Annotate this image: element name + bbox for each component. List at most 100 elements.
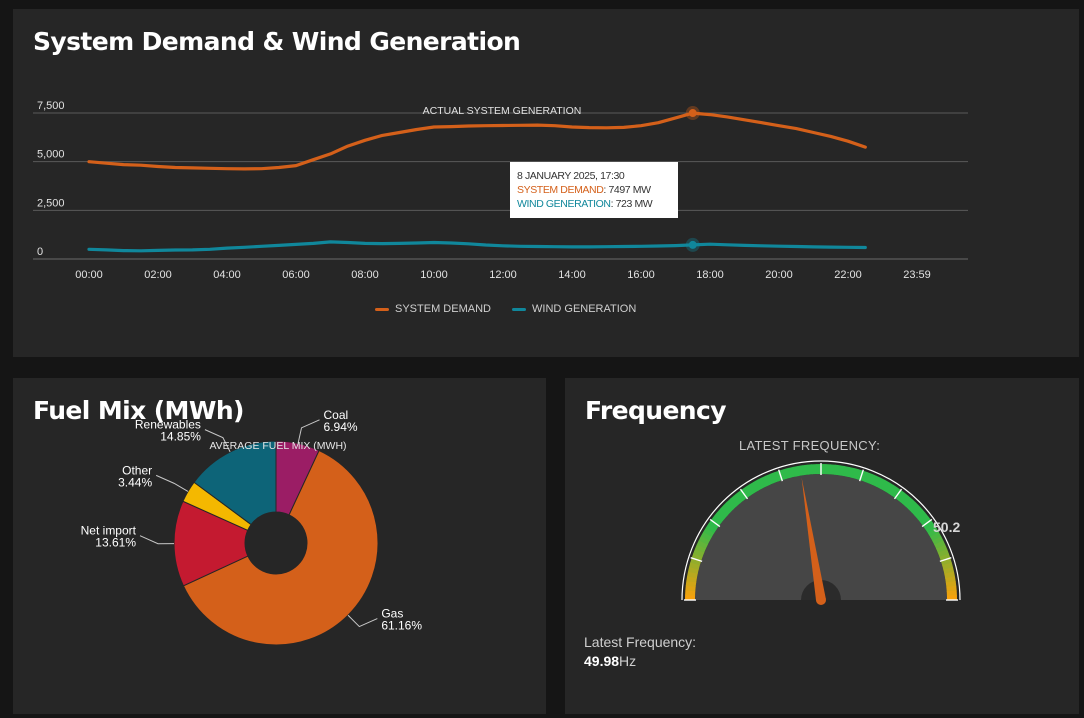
x-tick-label: 02:00 (144, 269, 172, 281)
gauge-tick (893, 488, 903, 500)
gauge-max-label: 50.2 (933, 519, 960, 535)
slice-leader-line (297, 419, 320, 444)
gauge-band-segment (694, 544, 707, 553)
y-tick-label: 7,500 (37, 100, 65, 112)
gauge-tick (777, 469, 784, 482)
gauge-band-segment (748, 481, 759, 494)
system-demand-line[interactable] (87, 111, 867, 171)
legend-item-system-demand[interactable]: SYSTEM DEMAND (375, 303, 491, 315)
gauge-band-segment (944, 571, 956, 579)
gauge-band-segment (847, 466, 855, 478)
gauge-band-segment (761, 475, 771, 487)
gauge-tick (739, 488, 749, 500)
x-tick-label: 20:00 (765, 269, 793, 281)
demand-wind-line-chart[interactable]: 0 2,500 5,000 7,500 00:00 02:00 04:00 06:00 08:… (0, 0, 1084, 330)
gauge-band-segment (741, 486, 751, 499)
tooltip-demand-value: 7497 MW (608, 184, 651, 196)
demand-hover-marker (688, 109, 697, 118)
gauge-outline (681, 460, 961, 601)
x-tick-label: 23:59 (903, 269, 931, 281)
hover-markers (685, 106, 700, 252)
gauge-band-segment (940, 557, 952, 566)
gauge-band-segment (936, 544, 948, 554)
gauge-tick (709, 518, 721, 528)
tooltip-demand-label: SYSTEM DEMAND (517, 184, 604, 196)
gauge-band-segment (687, 571, 698, 579)
x-tick-label: 16:00 (627, 269, 655, 281)
latest-frequency-readout: 49.98Hz (584, 653, 636, 669)
legend-wind-label: WIND GENERATION (532, 303, 637, 315)
tooltip-wind-label: WIND GENERATION (517, 198, 611, 210)
gauge-band-segment (868, 473, 877, 486)
slice-leader-line (204, 429, 231, 453)
gauge-band-segment (901, 495, 913, 507)
gauge-band-segment (693, 548, 705, 557)
gauge-band-segment (917, 512, 929, 523)
gauge-band-segment (932, 536, 944, 546)
gauge-band-segment (729, 495, 741, 507)
legend-demand-label: SYSTEM DEMAND (395, 303, 491, 315)
latest-frequency-value: 49.98 (584, 653, 620, 669)
gauge-band-segment (945, 576, 956, 583)
slice-percent-label: 3.44% (118, 475, 152, 489)
gauge-band-segment (733, 492, 744, 504)
gauge-needle (801, 477, 826, 601)
x-tick-label: 04:00 (213, 269, 241, 281)
gauge-band-segment (783, 467, 792, 479)
latest-frequency-unit: Hz (619, 653, 637, 669)
gauge-band-segment (778, 469, 787, 481)
gauge-band-segment (922, 520, 935, 530)
slice-renewables[interactable] (193, 440, 277, 526)
gauge-band-segment (895, 489, 906, 502)
chart-title: ACTUAL SYSTEM GENERATION (423, 105, 582, 117)
gauge-band-segment (770, 472, 779, 484)
gauge-band-segment (792, 465, 800, 477)
slice-label: Coal (324, 408, 349, 422)
gauge-band-segment (838, 465, 846, 477)
gauge-band-segment (687, 566, 699, 574)
gauge-tick (858, 469, 865, 482)
gauge-band-segment (859, 470, 869, 482)
gauge-band-segment (726, 498, 738, 510)
gauge-band-segment (914, 508, 926, 520)
chart-tooltip: 8 JANUARY 2025, 17:30 SYSTEM DEMAND: 749… (510, 162, 678, 218)
wind-generation-line[interactable] (87, 240, 867, 253)
latest-frequency-label: Latest Frequency: (584, 634, 697, 650)
x-tick-label: 18:00 (696, 269, 724, 281)
gauge-band-segment (685, 580, 697, 587)
legend-item-wind-generation[interactable]: WIND GENERATION (512, 303, 636, 315)
x-tick-label: 08:00 (351, 269, 379, 281)
gauge-tick (939, 556, 952, 563)
gauge-band-segment (945, 581, 957, 588)
gauge-band-segment (905, 498, 916, 510)
x-tick-label: 06:00 (282, 269, 310, 281)
donut-chart-title: AVERAGE FUEL MIX (MWH) (209, 440, 346, 452)
gauge-band-segment (880, 479, 890, 492)
gauge-band-segment (911, 505, 923, 517)
gauge-tick (921, 518, 933, 528)
fuel-mix-panel: Fuel Mix (MWh) (13, 378, 546, 714)
gauge-band-segment (691, 552, 703, 562)
gauge-needle-pivot (816, 595, 826, 605)
gauge-band-segment (851, 468, 860, 480)
gauge-band-segment (925, 523, 937, 534)
fuel-mix-title: Fuel Mix (MWh) (33, 396, 244, 425)
wind-swatch-icon (512, 307, 526, 311)
gauge-band-segment (719, 505, 731, 516)
gauge-band-segment (937, 549, 949, 558)
gauge-band-segment (930, 531, 942, 542)
gauge-band-segment (883, 482, 894, 494)
tooltip-wind-row: WIND GENERATION: 723 MW (517, 198, 653, 210)
tooltip-wind-value: 723 MW (615, 198, 653, 210)
gauge-band-segment (934, 540, 946, 550)
demand-panel-title: System Demand & Wind Generation (33, 27, 521, 56)
x-tick-label: 10:00 (420, 269, 448, 281)
gauge-band-segment (797, 465, 804, 476)
gauge-band-segment (864, 472, 873, 484)
gauge-band-segment (698, 535, 710, 545)
y-axis-ticks: 0 2,500 5,000 7,500 (37, 100, 65, 258)
gauge-band-segment (752, 479, 763, 491)
gauge-band-segment (723, 501, 734, 513)
slice-gas[interactable] (182, 449, 379, 646)
